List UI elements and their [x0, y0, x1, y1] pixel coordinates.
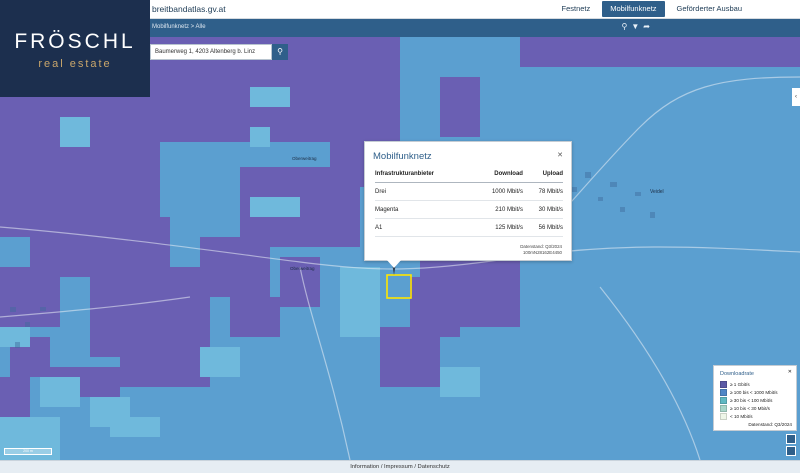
coverage-light-areas	[0, 87, 480, 460]
column-header-download: Download	[471, 168, 523, 183]
legend-item: ≥ 30 bis < 100 Mbit/s	[720, 396, 778, 404]
sidebar-toggle-button[interactable]: ‹	[792, 88, 800, 106]
footer-links[interactable]: Information / Impressum / Datenschutz	[0, 460, 800, 473]
tab-festnetz[interactable]: Festnetz	[561, 4, 591, 13]
layers-button[interactable]	[786, 434, 796, 444]
locate-button[interactable]	[786, 446, 796, 456]
coverage-gbit-areas	[0, 37, 800, 417]
upload-value: 30 Mbit/s	[522, 200, 563, 219]
coverage-map[interactable]: Oberweitrag Oberweitrag Veidel	[0, 37, 800, 460]
legend-item: ≥ 10 bis < 30 Mbit/s	[720, 404, 778, 412]
legend-label: < 10 Mbit/s	[730, 413, 753, 419]
close-icon[interactable]: ✕	[557, 152, 563, 159]
upload-value: 56 Mbit/s	[522, 218, 563, 237]
popup-pointer	[386, 259, 402, 268]
popup-footer: Datenstand: Q3/2024 100mN28162E4450	[520, 244, 562, 256]
legend-label: ≥ 100 bis < 1000 Mbit/s	[730, 389, 778, 395]
info-popup: Mobilfunknetz ✕ Infrastrukturanbieter Do…	[364, 141, 572, 261]
breadcrumb[interactable]: Mobilfunknetz > Alle	[152, 24, 206, 30]
legend-swatch	[720, 396, 727, 404]
popup-cell-id: 100mN28162E4450	[522, 250, 562, 255]
provider-name: A1	[375, 218, 472, 237]
download-value: 1000 Mbit/s	[471, 182, 523, 201]
close-icon[interactable]: ✕	[787, 369, 792, 375]
legend-title: Downloadrate	[720, 371, 754, 377]
download-value: 125 Mbit/s	[471, 218, 523, 237]
main-nav: Festnetz Mobilfunknetz Geförderter Ausba…	[553, 1, 750, 17]
logo: FRÖSCHL real estate	[0, 0, 150, 97]
popup-title: Mobilfunknetz	[373, 151, 432, 162]
legend-swatch	[720, 388, 727, 396]
scale-bar: 200 m	[4, 448, 52, 455]
map-label: Oberweitrag	[292, 156, 317, 161]
legend-label: ≥ 10 bis < 30 Mbit/s	[730, 405, 770, 411]
legend-date: Datenstand: Q3/2024	[748, 422, 792, 427]
legend-swatch	[720, 404, 727, 412]
legend: Downloadrate ✕ ≥ 1 Gbit/s ≥ 100 bis < 100…	[713, 365, 797, 431]
provider-name: Magenta	[375, 200, 472, 219]
upload-value: 78 Mbit/s	[522, 182, 563, 201]
search-icon: ⚲	[277, 47, 283, 56]
toolbar-icons: ⚲ ▼ ➦	[622, 22, 650, 31]
provider-table: Infrastrukturanbieter Download Upload Dr…	[375, 168, 563, 237]
table-row: Magenta 210 Mbit/s 30 Mbit/s	[375, 200, 563, 219]
logo-sub-text: real estate	[38, 58, 112, 70]
provider-name: Drei	[375, 182, 472, 201]
legend-item: ≥ 100 bis < 1000 Mbit/s	[720, 388, 778, 396]
selected-cell-highlight[interactable]	[386, 274, 412, 299]
legend-label: ≥ 1 Gbit/s	[730, 381, 750, 387]
tab-gefoerderter-ausbau[interactable]: Geförderter Ausbau	[676, 4, 742, 13]
download-value: 210 Mbit/s	[471, 200, 523, 219]
column-header-provider: Infrastrukturanbieter	[375, 168, 472, 183]
legend-swatch	[720, 380, 727, 388]
tab-mobilfunknetz[interactable]: Mobilfunknetz	[602, 1, 665, 17]
table-row: A1 125 Mbit/s 56 Mbit/s	[375, 218, 563, 237]
popup-date: Datenstand: Q3/2024	[520, 244, 562, 249]
column-header-upload: Upload	[522, 168, 563, 183]
top-bar: breitbandatlas.gv.at Festnetz Mobilfunkn…	[0, 0, 800, 19]
map-label: Oberweitrag	[290, 266, 315, 271]
site-title[interactable]: breitbandatlas.gv.at	[152, 4, 226, 14]
legend-swatch	[720, 412, 727, 420]
address-search-input[interactable]: Baumerweg 1, 4203 Altenberg b. Linz	[150, 44, 272, 60]
legend-item: ≥ 1 Gbit/s	[720, 380, 778, 388]
logo-main-text: FRÖSCHL	[14, 30, 136, 53]
filter-icon[interactable]: ▼	[631, 22, 640, 31]
legend-item: < 10 Mbit/s	[720, 412, 778, 420]
legend-label: ≥ 30 bis < 100 Mbit/s	[730, 397, 773, 403]
table-row: Drei 1000 Mbit/s 78 Mbit/s	[375, 182, 563, 201]
legend-items: ≥ 1 Gbit/s ≥ 100 bis < 1000 Mbit/s ≥ 30 bi…	[720, 380, 778, 420]
share-icon[interactable]: ➦	[643, 22, 650, 31]
map-label: Veidel	[650, 189, 664, 195]
sub-bar: Mobilfunknetz > Alle ⚲ ▼ ➦	[0, 19, 800, 37]
search-button[interactable]: ⚲	[272, 44, 288, 60]
search-icon[interactable]: ⚲	[621, 22, 628, 31]
